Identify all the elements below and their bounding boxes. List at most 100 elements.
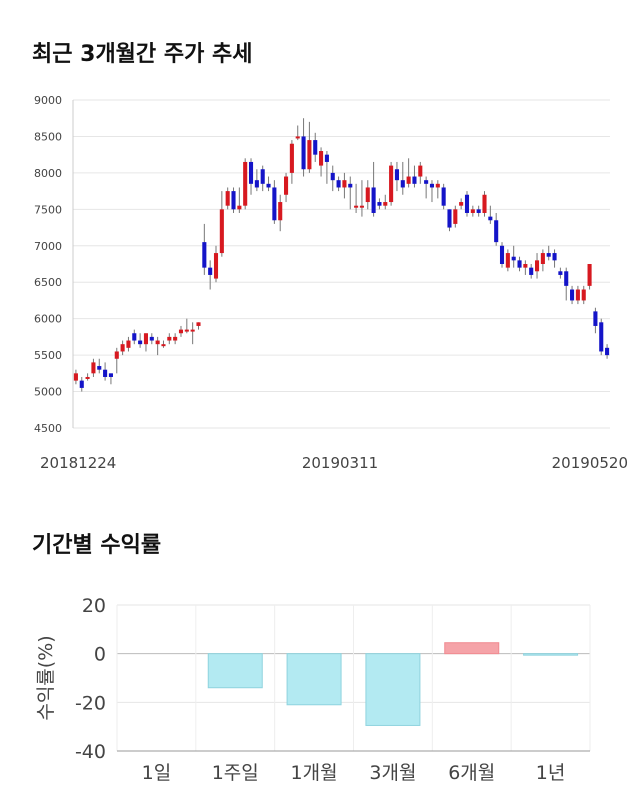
candle	[470, 209, 475, 213]
candle	[313, 140, 318, 155]
x-tick-label: 6개월	[448, 762, 495, 784]
candle	[564, 271, 569, 286]
candle	[289, 143, 294, 173]
y-tick-label: 5000	[34, 386, 62, 399]
candle	[161, 344, 166, 347]
x-tick-label: 1주일	[212, 762, 259, 784]
candle	[453, 209, 458, 224]
candle	[394, 169, 399, 181]
y-tick-label: 4500	[34, 422, 62, 435]
candle	[330, 172, 335, 181]
candle	[295, 136, 300, 139]
candle	[482, 194, 487, 213]
candle	[155, 340, 160, 345]
y-tick-label: 8000	[34, 167, 62, 180]
candle	[605, 347, 610, 356]
candle	[342, 180, 347, 188]
candle	[418, 165, 423, 177]
candle	[534, 260, 540, 272]
y-tick-label: -40	[75, 741, 106, 763]
candle	[348, 183, 353, 188]
x-tick-label: 3개월	[369, 762, 416, 784]
candle	[190, 329, 195, 332]
bar	[444, 642, 500, 655]
candle	[447, 209, 452, 228]
candle	[319, 151, 324, 166]
candle	[196, 322, 201, 326]
candle	[494, 220, 499, 243]
bar	[365, 653, 421, 726]
y-tick-label: 0	[94, 644, 106, 666]
x-tick-label: 20190520	[552, 454, 628, 472]
candle	[132, 333, 137, 341]
y-tick-label: 6000	[34, 313, 62, 326]
candle	[505, 253, 510, 268]
candle	[260, 169, 265, 184]
candle	[225, 191, 230, 206]
candle	[359, 205, 364, 208]
y-axis-label: 수익률(%)	[35, 635, 57, 720]
y-tick-label: -20	[75, 692, 106, 714]
candle	[120, 344, 125, 352]
candle	[108, 373, 113, 377]
candle	[149, 336, 154, 341]
candle	[365, 187, 370, 203]
x-tick-label: 1년	[536, 762, 566, 784]
candle	[143, 333, 149, 345]
candle	[429, 183, 435, 188]
bar	[523, 653, 579, 656]
x-tick-label: 1일	[142, 762, 172, 784]
candle	[476, 209, 481, 213]
candle	[126, 340, 131, 348]
candle	[599, 322, 604, 352]
candle	[517, 260, 522, 268]
candle	[167, 336, 172, 341]
candle	[383, 202, 388, 206]
candle	[73, 373, 78, 381]
candle	[459, 202, 464, 206]
candle	[301, 136, 306, 170]
candle	[400, 180, 405, 188]
candle	[243, 161, 248, 206]
candle	[85, 376, 90, 379]
x-tick-label: 20181224	[40, 454, 116, 472]
candle	[103, 369, 108, 377]
candle	[272, 187, 277, 221]
candle	[173, 336, 178, 341]
candle	[389, 165, 394, 203]
candle	[307, 140, 312, 170]
y-tick-label: 6500	[34, 276, 62, 289]
candle	[284, 176, 289, 195]
candle	[178, 329, 184, 334]
y-tick-label: 5500	[34, 349, 62, 362]
candle	[79, 380, 84, 388]
candle	[97, 366, 102, 370]
candle	[529, 267, 534, 275]
candlestick-chart: 9000 8500 8000 7500 7000 6500 6000 5500 5000 4500…	[34, 94, 628, 472]
y-tick-label: 7000	[34, 240, 62, 253]
candle	[546, 253, 551, 257]
candle	[412, 176, 417, 184]
candle	[202, 242, 207, 268]
candle	[91, 362, 96, 374]
candle	[511, 256, 516, 261]
period-returns-title: 기간별 수익률	[32, 533, 162, 558]
candle	[435, 183, 440, 188]
candle	[231, 191, 236, 210]
candle	[499, 245, 505, 264]
candle	[575, 289, 580, 301]
candle	[406, 176, 411, 184]
candle	[523, 264, 528, 268]
price-trend-title: 최근 3개월간 주가 추세	[32, 42, 253, 67]
candle	[219, 209, 224, 254]
candle	[558, 271, 563, 275]
y-tick-label: 9000	[34, 94, 62, 107]
x-tick-label: 1개월	[291, 762, 338, 784]
candle	[354, 205, 359, 208]
candle	[213, 253, 219, 279]
candle	[552, 253, 557, 261]
candle	[464, 194, 470, 213]
candle	[254, 180, 259, 188]
candle	[324, 154, 329, 162]
y-tick-label: 7500	[34, 203, 62, 216]
